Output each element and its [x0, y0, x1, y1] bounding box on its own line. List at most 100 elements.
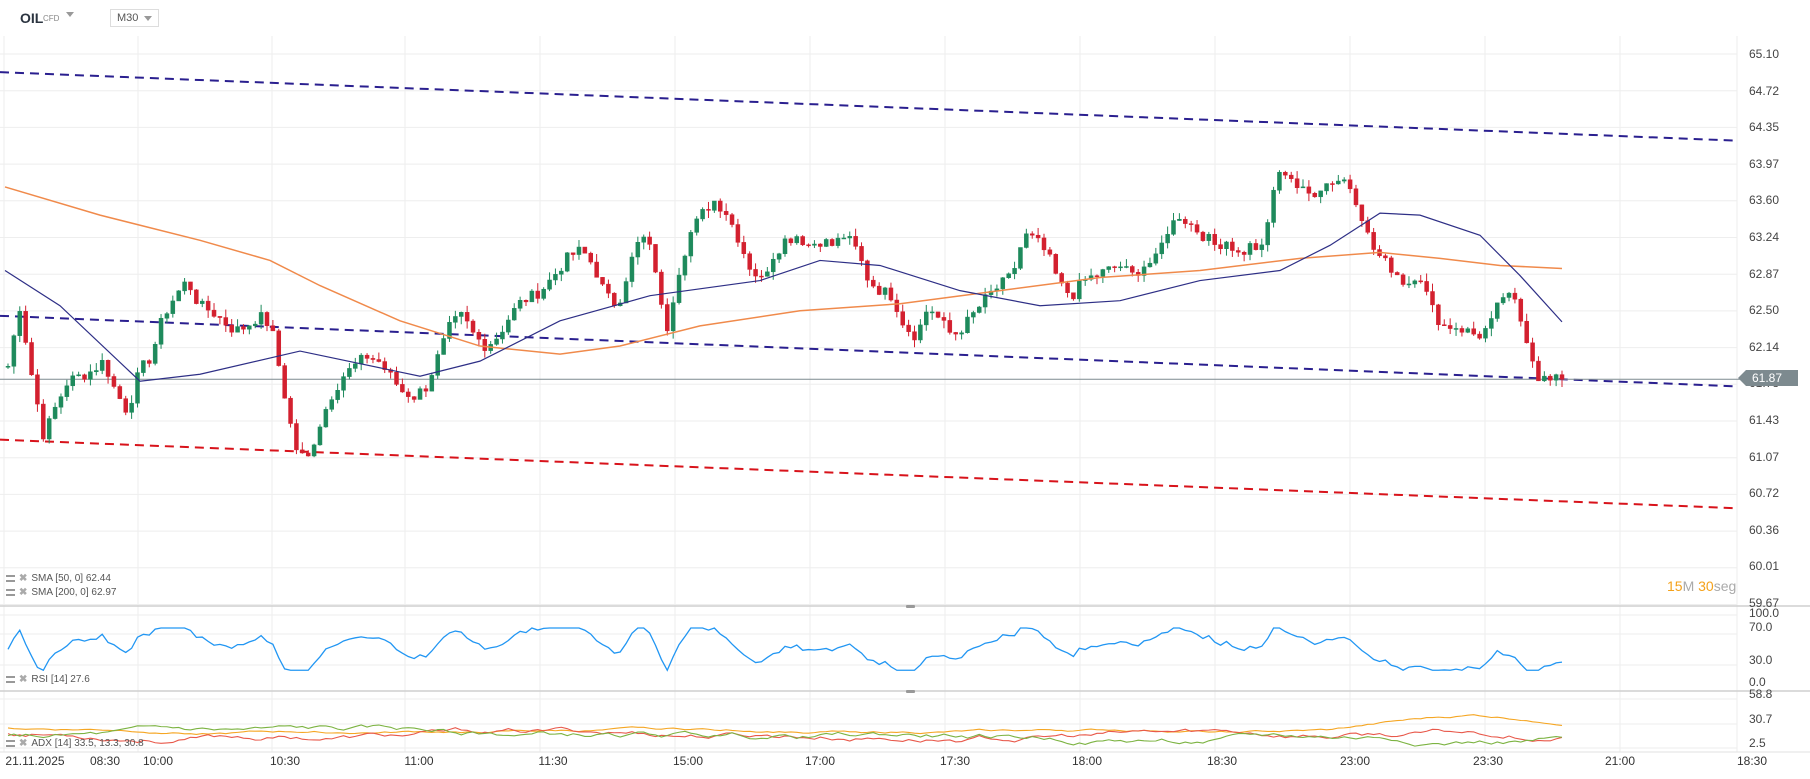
candle-up [1171, 220, 1176, 235]
time-axis-label: 15:00 [672, 754, 704, 768]
candle-down [1459, 328, 1465, 333]
time-axis-label: 18:30 [1206, 754, 1238, 768]
candle-down [1353, 188, 1359, 206]
channel-trendline [0, 314, 1736, 388]
remove-indicator-icon[interactable]: ✖ [19, 587, 28, 598]
candle-up [629, 256, 635, 282]
adx-legend[interactable]: ✖ ADX [14] 33.5, 13.3, 30.8 [6, 738, 144, 749]
candle-down [423, 388, 429, 392]
candle-up [252, 323, 258, 327]
candle-up [323, 409, 329, 428]
candle-up [1489, 318, 1494, 329]
rsi-axis-label: 70.0 [1749, 620, 1773, 634]
candle-up [1271, 189, 1276, 223]
candle-down [1112, 266, 1117, 268]
candle-up [94, 370, 99, 373]
adx-line [7, 726, 1563, 744]
candle-down [900, 311, 905, 326]
candle-up [847, 236, 852, 239]
adx-panel-resize-handle[interactable] [906, 690, 915, 693]
candle-up [358, 354, 364, 365]
candle-up [1224, 241, 1229, 249]
sma200-legend[interactable]: ✖ SMA [200, 0] 62.97 [6, 587, 116, 598]
countdown-seconds: 30 [1698, 578, 1714, 594]
candle-down [570, 252, 576, 255]
settings-lines-icon[interactable] [6, 575, 15, 582]
candle-down [476, 332, 482, 340]
candle-up [1018, 247, 1023, 269]
candle-down [229, 324, 234, 333]
candle-down [364, 354, 370, 359]
candle-up [76, 374, 81, 377]
candle-up [182, 281, 187, 292]
candle-down [876, 285, 882, 295]
candle-down [806, 244, 811, 247]
candle-up [564, 252, 570, 272]
candle-down [376, 359, 382, 362]
candle-up [453, 316, 458, 323]
candle-up [417, 388, 423, 400]
candle-down [1359, 204, 1365, 221]
candle-down [1035, 234, 1041, 239]
candle-up [676, 274, 682, 303]
candle-down [1424, 281, 1429, 292]
candle-down [1394, 272, 1400, 276]
candle-down [1512, 292, 1518, 300]
candle-up [335, 390, 340, 400]
rsi-panel-resize-handle[interactable] [906, 605, 915, 608]
candle-up [547, 279, 552, 290]
symbol-name[interactable]: OIL [20, 10, 44, 26]
candle-down [753, 269, 758, 277]
price-axis-label: 59.67 [1749, 596, 1780, 610]
remove-indicator-icon[interactable]: ✖ [19, 674, 28, 685]
candle-up [447, 322, 452, 339]
candle-down [759, 275, 764, 278]
candle-down [1236, 250, 1241, 253]
timeframe-select[interactable]: M30 [110, 9, 160, 27]
candle-down [718, 200, 723, 212]
candle-down [29, 342, 34, 376]
candle-up [1124, 266, 1129, 268]
candle-up [1495, 302, 1500, 319]
candle-up [918, 324, 923, 341]
symbol-dropdown-chevron-icon[interactable] [66, 12, 74, 17]
candle-up [929, 311, 935, 314]
rsi-legend[interactable]: ✖ RSI [14] 27.6 [6, 674, 90, 685]
candle-up [1300, 186, 1306, 189]
candle-down [406, 391, 411, 397]
remove-indicator-icon[interactable]: ✖ [19, 573, 28, 584]
time-axis-label: 18:30 [1736, 754, 1768, 768]
candle-down [276, 330, 282, 366]
candle-down [1312, 193, 1318, 198]
time-axis-label: 23:00 [1339, 754, 1371, 768]
candle-down [23, 311, 28, 343]
time-axis-label: 10:00 [142, 754, 174, 768]
remove-indicator-icon[interactable]: ✖ [19, 738, 28, 749]
candle-up [1324, 183, 1329, 192]
candle-up [1165, 234, 1170, 244]
sma50-legend[interactable]: ✖ SMA [50, 0] 62.44 [6, 573, 111, 584]
candle-down [1094, 275, 1100, 277]
price-axis-label: 64.35 [1749, 120, 1780, 135]
candle-down [653, 244, 658, 273]
price-axis-label: 60.01 [1749, 559, 1780, 574]
settings-lines-icon[interactable] [6, 589, 15, 596]
time-axis-label: 11:30 [538, 754, 568, 768]
candle-up [1247, 243, 1253, 255]
candle-down [1288, 174, 1294, 179]
candle-down [941, 317, 947, 321]
candle-down [1389, 257, 1394, 273]
candle-down [294, 423, 299, 451]
sma50-label: SMA [50, 0] 62.44 [31, 573, 111, 584]
candle-down [871, 279, 876, 287]
price-axis-label: 61.43 [1749, 413, 1780, 427]
candle-up [5, 366, 11, 368]
candle-up [835, 237, 841, 246]
candle-down [523, 300, 529, 303]
candle-up [1336, 180, 1341, 185]
rsi-line [7, 627, 1563, 672]
settings-lines-icon[interactable] [6, 740, 15, 747]
candle-down [1294, 178, 1300, 188]
settings-lines-icon[interactable] [6, 676, 15, 683]
